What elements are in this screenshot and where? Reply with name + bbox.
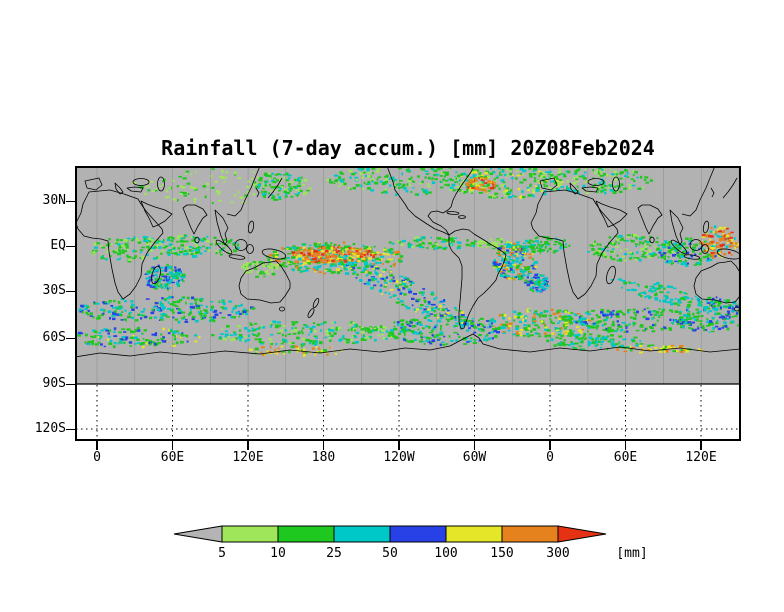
lon-tick: [398, 441, 400, 450]
antarctica-coastline: [76, 333, 740, 358]
lat-label: EQ: [50, 238, 66, 253]
lon-label: 0: [93, 450, 101, 465]
lon-tick: [171, 441, 174, 450]
lon-tick: [624, 441, 627, 450]
lon-tick: [247, 441, 249, 450]
lon-tick: [322, 441, 325, 450]
lon-label: 0: [546, 450, 554, 465]
chart-title: Rainfall (7-day accum.) [mm] 20Z08Feb202…: [161, 136, 655, 160]
dotted-gridlines: [76, 385, 740, 440]
lon-tick: [700, 441, 702, 450]
colorbar-right-arrow: [557, 525, 607, 543]
lon-tick: [96, 441, 98, 450]
colorbar-segment: [445, 525, 503, 543]
colorbar-left-arrow: [173, 525, 223, 543]
lon-label: 60E: [613, 450, 638, 465]
lat-label: 90S: [42, 376, 66, 391]
world-rainfall-map: [75, 166, 741, 441]
colorbar-tick-label: 10: [270, 546, 286, 561]
colorbar-segment: [221, 525, 279, 543]
lon-tick: [473, 441, 476, 450]
lat-label: 30N: [42, 193, 66, 208]
lon-label: 60E: [160, 450, 185, 465]
lon-label: 120E: [232, 450, 264, 465]
coastlines: [76, 167, 740, 358]
colorbar-segment: [389, 525, 447, 543]
lat-tick: [66, 290, 75, 292]
lat-tick: [66, 200, 75, 202]
lon-label: 120E: [685, 450, 717, 465]
colorbar: [173, 525, 607, 543]
lat-tick: [66, 245, 75, 247]
lat-tick: [66, 428, 75, 430]
map-frame: [75, 166, 741, 441]
colorbar-tick-label: 150: [490, 546, 514, 561]
colorbar-tick-label: 300: [546, 546, 570, 561]
rainfall-layer: [76, 167, 740, 357]
colorbar-unit-label: [mm]: [616, 546, 648, 561]
lat-label: 60S: [42, 330, 66, 345]
graticule: [96, 167, 740, 384]
colorbar-tick-label: 100: [434, 546, 458, 561]
colorbar-segment: [501, 525, 559, 543]
lon-label: 120W: [383, 450, 415, 465]
lat-tick: [66, 337, 75, 339]
colorbar-tick-label: 50: [382, 546, 398, 561]
lon-label: 180: [311, 450, 336, 465]
lat-label: 120S: [34, 421, 66, 436]
lat-label: 30S: [42, 283, 66, 298]
lon-label: 60W: [462, 450, 487, 465]
colorbar-segment: [333, 525, 391, 543]
lat-tick: [66, 383, 75, 385]
lon-tick: [549, 441, 551, 450]
colorbar-segment: [277, 525, 335, 543]
colorbar-tick-label: 25: [326, 546, 342, 561]
colorbar-tick-label: 5: [218, 546, 226, 561]
